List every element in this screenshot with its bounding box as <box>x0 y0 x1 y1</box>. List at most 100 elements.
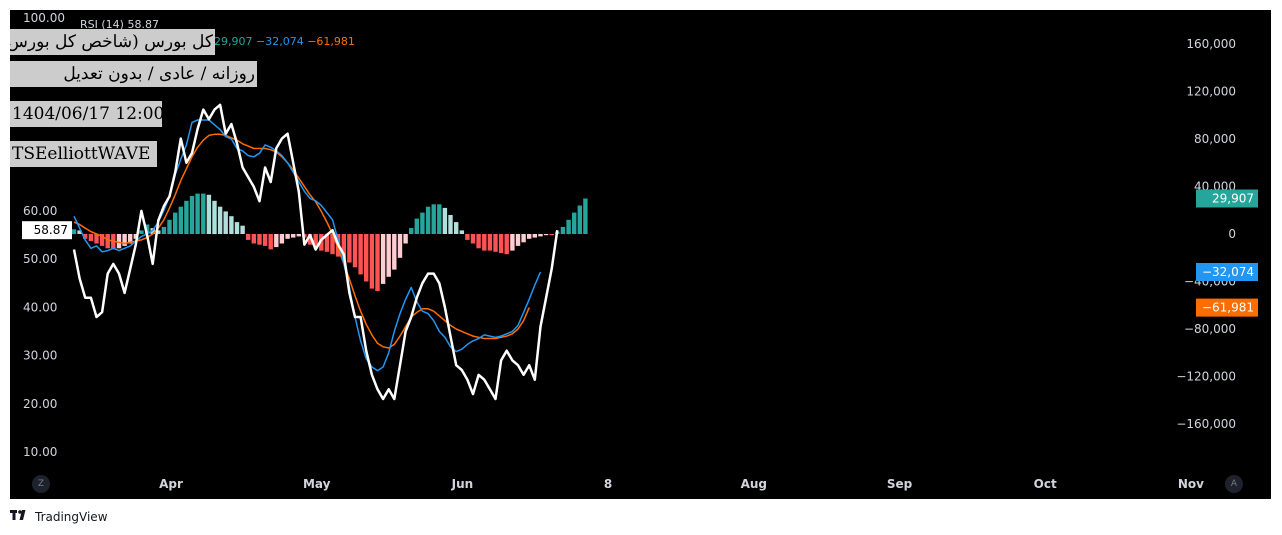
macd-histogram-bar <box>504 234 509 255</box>
macd-histogram-bar <box>274 234 279 248</box>
macd-histogram-bar <box>527 234 532 239</box>
macd-histogram-bar <box>313 234 318 249</box>
rsi-axis-tick: 100.00 <box>23 11 65 25</box>
macd-histogram-bar <box>285 234 290 239</box>
macd-histogram-bar <box>442 207 448 234</box>
lines-layer <box>72 103 559 401</box>
macd-histogram-bar <box>403 234 408 244</box>
macd-histogram-bar <box>229 216 234 234</box>
rsi-value-badge: 58.87 <box>22 221 72 240</box>
macd-histogram-bar <box>251 234 256 244</box>
macd-histogram-bar <box>212 200 217 235</box>
macd-histogram-bar <box>88 234 94 242</box>
macd-histogram-bar <box>161 226 167 234</box>
chart-settings: روزانه / عادی / بدون تعدیل <box>10 61 257 87</box>
macd-histogram-bar <box>572 212 577 234</box>
tradingview-logo-icon <box>10 509 30 524</box>
time-axis-tick: Nov <box>1178 477 1204 491</box>
macd-histogram-bar <box>358 234 363 275</box>
macd-histogram-bar <box>414 218 419 234</box>
macd-histogram-bar <box>498 234 504 253</box>
macd-histogram-bar <box>77 230 82 234</box>
auto-scale-left-button[interactable]: Z <box>32 475 50 493</box>
time-axis-tick: Sep <box>887 477 913 491</box>
svg-text:29,907: 29,907 <box>1212 192 1254 206</box>
macd-histogram-bar <box>116 234 122 249</box>
macd-histogram-bar <box>262 234 268 246</box>
macd-histogram-bar <box>454 222 459 234</box>
macd-histogram-bar <box>515 234 521 246</box>
macd-histogram-bar <box>577 205 582 234</box>
macd-histogram-bar <box>189 196 195 234</box>
auto-scale-right-button[interactable]: A <box>1225 475 1243 493</box>
macd-histogram-bar <box>431 204 436 234</box>
svg-text:−32,074: −32,074 <box>1202 265 1254 279</box>
macd-histogram-bar <box>521 234 526 243</box>
macd-histogram-bar <box>223 211 228 234</box>
macd-histogram-bar <box>386 234 391 277</box>
macd-histogram-bar <box>94 234 99 244</box>
macd-legend[interactable]: 29,907 −32,074 −61,981 <box>214 35 355 48</box>
macd-hist-legend-value: 29,907 <box>214 35 253 48</box>
macd-line <box>73 119 542 372</box>
macd-histogram-bar <box>566 219 571 235</box>
macd-histogram-bar <box>122 234 127 246</box>
macd-axis: 160,000120,00080,00040,0000−40,000−80,00… <box>1176 37 1236 431</box>
rsi-axis-tick: 50.00 <box>23 252 57 266</box>
chart-panel[interactable]: 100.0090.0080.0060.0050.0040.0030.0020.0… <box>10 10 1271 499</box>
rsi-axis-tick: 40.00 <box>23 300 57 314</box>
macd-histogram-bar <box>560 226 566 234</box>
macd-histogram-bar <box>470 234 476 244</box>
macd-histogram-bar <box>369 234 375 289</box>
macd-histogram-bar <box>341 234 346 259</box>
macd-value-badge: −32,074 <box>1196 263 1258 281</box>
macd-histogram-bar <box>217 206 223 234</box>
macd-histogram-bar <box>173 212 178 234</box>
rsi-legend[interactable]: RSI (14) 58.87 <box>80 18 159 31</box>
macd-histogram-bar <box>257 234 262 245</box>
macd-histogram-bar <box>133 234 138 239</box>
macd-histogram-bar <box>184 200 189 235</box>
time-axis: Apr May Jun 8 Aug Sep Oct Nov <box>159 477 1204 491</box>
macd-histogram-bar <box>128 234 133 244</box>
macd-histogram-bar <box>532 234 537 238</box>
macd-axis-tick: 120,000 <box>1186 85 1236 99</box>
macd-histogram-bar <box>307 234 313 245</box>
macd-histogram-bar <box>296 234 301 237</box>
chart-datetime: 1404/06/17 12:00 <box>10 101 164 127</box>
macd-histogram-bar <box>510 234 515 251</box>
macd-histogram-bar <box>201 193 206 234</box>
macd-histogram-bar <box>583 198 588 234</box>
macd-histogram-bar <box>139 230 144 234</box>
macd-histogram-bar <box>397 234 403 258</box>
macd-histogram-bar <box>459 230 464 234</box>
macd-histogram-bar <box>156 230 161 234</box>
macd-axis-tick: −120,000 <box>1176 370 1236 384</box>
footer[interactable]: TradingView <box>10 509 108 524</box>
time-axis-tick: Apr <box>159 477 183 491</box>
time-axis-tick: 8 <box>604 477 612 491</box>
macd-histogram-bar <box>246 234 251 240</box>
macd-histogram-bar <box>364 234 369 282</box>
macd-histogram-bar <box>487 234 493 251</box>
macd-histogram-bar <box>375 234 380 291</box>
macd-histogram-bar <box>549 234 554 236</box>
macd-histogram-bar <box>465 234 470 240</box>
macd-histogram-bar <box>105 234 110 249</box>
svg-text:−61,981: −61,981 <box>1202 301 1254 315</box>
time-axis-tick: Aug <box>741 477 767 491</box>
macd-histogram-bar <box>352 234 358 268</box>
macd-histogram-bar <box>493 234 498 252</box>
macd-histogram-bar <box>178 206 183 234</box>
macd-histogram-bar <box>268 234 273 250</box>
macd-histogram-bar <box>206 194 212 234</box>
macd-histogram-bar <box>240 225 245 234</box>
macd-axis-tick: −160,000 <box>1176 417 1236 431</box>
macd-axis-tick: 0 <box>1228 227 1236 241</box>
macd-histogram-bar <box>409 228 414 234</box>
signal-line <box>73 133 530 349</box>
chart-author: TSEelliottWAVE <box>10 141 157 167</box>
macd-histogram-bar <box>291 234 296 238</box>
chart-title: کل بورس (شاخص کل بورس) <box>10 29 215 55</box>
macd-axis-tick: −80,000 <box>1184 322 1236 336</box>
